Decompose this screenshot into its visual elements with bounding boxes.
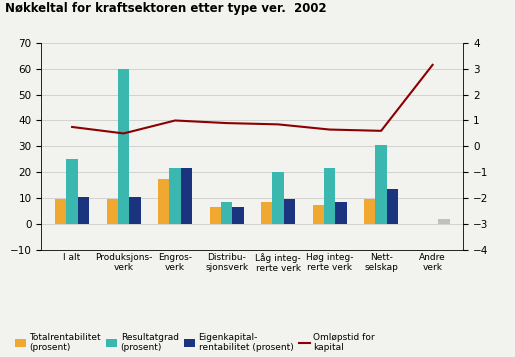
Bar: [55, 200, 66, 224]
Bar: [438, 219, 450, 224]
Bar: [375, 145, 387, 224]
Bar: [210, 207, 221, 224]
Bar: [324, 169, 335, 224]
Bar: [66, 159, 78, 224]
Bar: [272, 172, 284, 224]
Bar: [387, 189, 398, 224]
Bar: [107, 200, 118, 224]
Bar: [221, 202, 232, 224]
Bar: [129, 197, 141, 224]
Legend: Totalrentabilitet
(prosent), Resultatgrad
(prosent), Eigenkapital-
rentabilitet : Totalrentabilitet (prosent), Resultatgra…: [15, 333, 375, 352]
Bar: [169, 169, 181, 224]
Bar: [158, 179, 169, 224]
Bar: [261, 202, 272, 224]
Text: Nøkkeltal for kraftsektoren etter type ver.  2002: Nøkkeltal for kraftsektoren etter type v…: [5, 2, 327, 15]
Bar: [364, 200, 375, 224]
Bar: [313, 205, 324, 224]
Bar: [284, 200, 295, 224]
Bar: [118, 69, 129, 224]
Bar: [78, 197, 89, 224]
Bar: [232, 207, 244, 224]
Bar: [335, 202, 347, 224]
Bar: [181, 169, 192, 224]
